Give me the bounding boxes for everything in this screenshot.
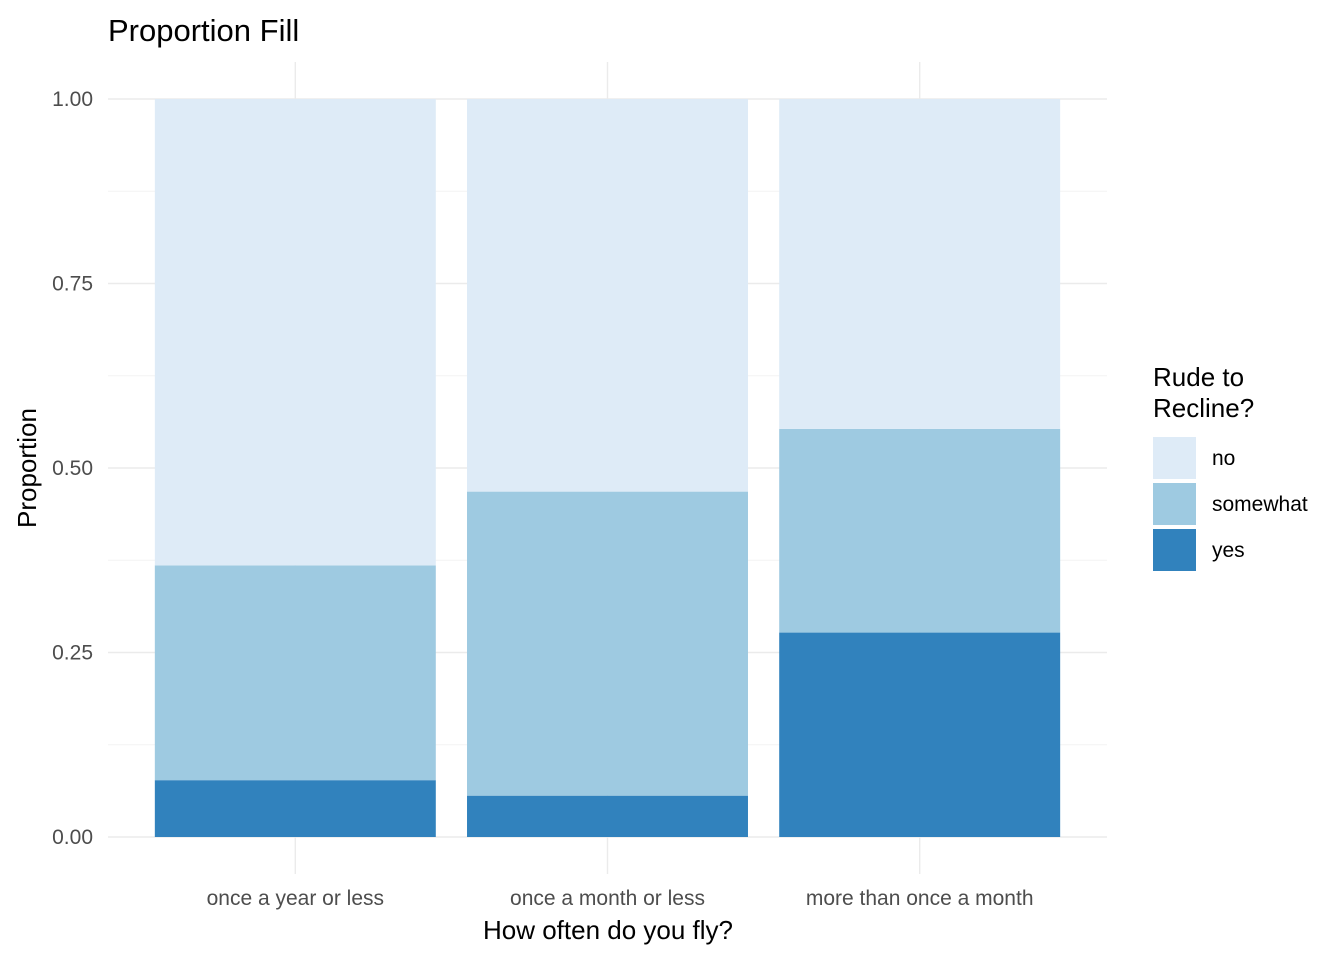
legend-label-somewhat: somewhat: [1212, 493, 1308, 516]
y-axis-title: Proportion: [12, 408, 42, 528]
legend-swatch-somewhat: [1153, 483, 1196, 525]
legend-swatch-no: [1153, 437, 1196, 479]
bar-segment-no: [154, 99, 436, 566]
y-axis-ticks: 0.00 0.25 0.50 0.75 1.00: [52, 88, 93, 849]
x-tick-label: once a year or less: [207, 887, 384, 910]
bar-segment-somewhat: [779, 428, 1061, 633]
y-tick-label: 0.50: [52, 457, 93, 480]
legend-title: Recline?: [1153, 393, 1254, 423]
legend-title: Rude to: [1153, 362, 1244, 392]
x-axis-ticks: once a year or less once a month or less m…: [207, 887, 1034, 910]
bars: [154, 99, 1061, 837]
bar-segment-yes: [154, 780, 436, 837]
legend-swatch-yes: [1153, 529, 1196, 571]
chart-title: Proportion Fill: [108, 13, 299, 48]
bar-segment-no: [779, 99, 1061, 429]
legend-label-yes: yes: [1212, 539, 1245, 562]
y-tick-label: 0.00: [52, 826, 93, 849]
y-tick-label: 0.25: [52, 642, 93, 665]
bar-segment-yes: [467, 795, 748, 837]
bar-segment-yes: [779, 632, 1061, 837]
bar-segment-somewhat: [467, 491, 748, 796]
x-axis-title: How often do you fly?: [483, 915, 733, 945]
y-tick-label: 1.00: [52, 88, 93, 111]
bar-segment-somewhat: [154, 565, 436, 781]
legend-label-no: no: [1212, 447, 1235, 470]
x-tick-label: once a month or less: [510, 887, 705, 910]
x-tick-label: more than once a month: [806, 887, 1034, 910]
y-tick-label: 0.75: [52, 273, 93, 296]
bar-segment-no: [467, 99, 748, 492]
